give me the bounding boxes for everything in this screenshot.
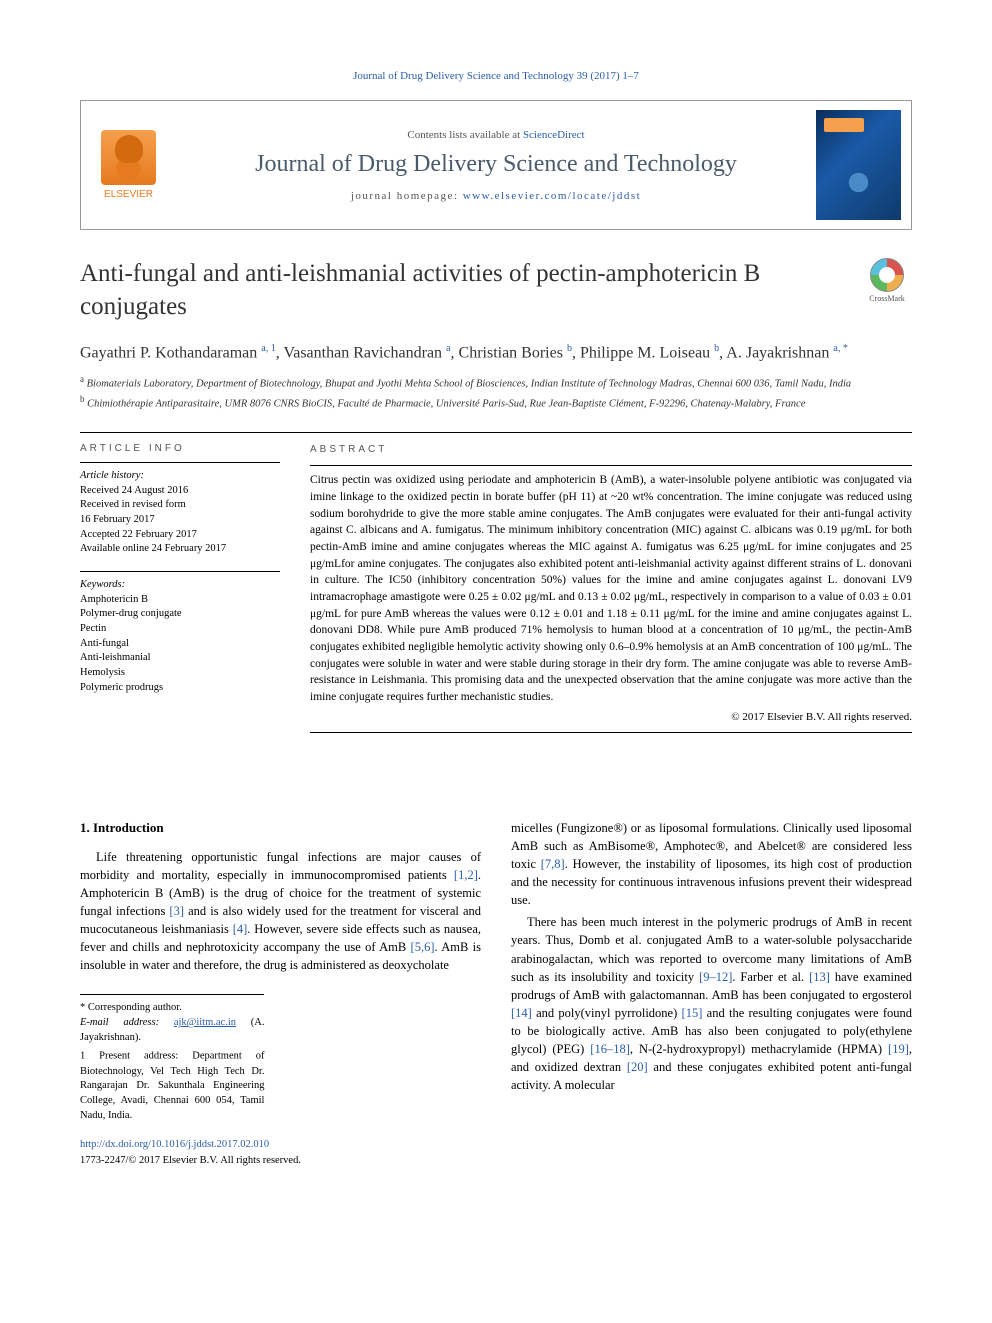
keyword: Anti-leishmanial [80,651,280,666]
page: Journal of Drug Delivery Science and Tec… [0,0,992,1208]
citation-link[interactable]: [19] [888,1042,909,1056]
email-link[interactable]: ajk@iitm.ac.in [174,1017,236,1028]
corresponding-author: * Corresponding author. [80,1001,264,1016]
email-line: E-mail address: ajk@iitm.ac.in (A. Jayak… [80,1016,264,1045]
email-label: E-mail address: [80,1017,174,1028]
history-heading: Article history: [80,469,280,484]
body-paragraph: micelles (Fungizone®) or as liposomal fo… [511,819,912,910]
citation-link[interactable]: [20] [627,1060,648,1074]
body-column-right: micelles (Fungizone®) or as liposomal fo… [511,819,912,1168]
journal-reference: Journal of Drug Delivery Science and Tec… [80,70,912,82]
publisher-name: ELSEVIER [104,189,153,200]
title-row: Anti-fungal and anti-leishmanial activit… [80,258,912,323]
affiliations: a Biomaterials Laboratory, Department of… [80,373,912,412]
body-column-left: 1. Introduction Life threatening opportu… [80,819,481,1168]
divider [80,462,280,463]
keyword: Anti-fungal [80,637,280,652]
citation-link[interactable]: [15] [682,1006,703,1020]
citation-link[interactable]: [13] [809,970,830,984]
citation-link[interactable]: [1,2] [454,868,478,882]
article-history: Article history: Received 24 August 2016… [80,469,280,557]
citation-link[interactable]: [3] [169,904,184,918]
journal-name: Journal of Drug Delivery Science and Tec… [196,151,796,178]
section-heading: 1. Introduction [80,819,481,838]
body-paragraph: There has been much interest in the poly… [511,913,912,1094]
authors: Gayathri P. Kothandaraman a, 1, Vasantha… [80,341,912,365]
history-line: Received 24 August 2016 [80,484,280,499]
affiliation-a: a Biomaterials Laboratory, Department of… [80,373,912,392]
body-columns: 1. Introduction Life threatening opportu… [80,819,912,1168]
journal-cover-thumbnail [816,110,901,220]
abstract-copyright: © 2017 Elsevier B.V. All rights reserved… [310,710,912,726]
divider [80,432,912,433]
homepage-line: journal homepage: www.elsevier.com/locat… [196,190,796,202]
divider [310,732,912,733]
history-line: Available online 24 February 2017 [80,542,280,557]
history-line: Received in revised form [80,498,280,513]
present-address-text: 1 Present address: Department of Biotech… [80,1051,264,1121]
doi-block: http://dx.doi.org/10.1016/j.jddst.2017.0… [80,1137,481,1167]
article-title: Anti-fungal and anti-leishmanial activit… [80,258,842,323]
citation-link[interactable]: [5,6] [411,940,435,954]
divider [80,571,280,572]
citation-link[interactable]: [4] [233,922,248,936]
citation-link[interactable]: [14] [511,1006,532,1020]
history-line: Accepted 22 February 2017 [80,528,280,543]
contents-prefix: Contents lists available at [407,129,522,141]
elsevier-tree-icon [101,130,156,185]
info-abstract-row: ARTICLE INFO Article history: Received 2… [80,443,912,739]
keywords-block: Keywords: Amphotericin BPolymer-drug con… [80,578,280,696]
divider [310,465,912,466]
crossmark-badge[interactable]: CrossMark [862,258,912,303]
footnotes: * Corresponding author. E-mail address: … [80,994,264,1123]
affiliation-b: b Chimiothérapie Antiparasitaire, UMR 80… [80,393,912,412]
keyword: Polymeric prodrugs [80,681,280,696]
history-line: 16 February 2017 [80,513,280,528]
abstract-label: ABSTRACT [310,443,912,458]
affiliation-b-text: Chimiothérapie Antiparasitaire, UMR 8076… [87,398,805,409]
sciencedirect-link[interactable]: ScienceDirect [523,129,585,141]
citation-link[interactable]: [16–18] [590,1042,630,1056]
journal-header: ELSEVIER Contents lists available at Sci… [80,100,912,230]
body-paragraph: Life threatening opportunistic fungal in… [80,848,481,975]
crossmark-icon [870,258,904,292]
citation-link[interactable]: [7,8] [541,857,565,871]
keyword: Amphotericin B [80,593,280,608]
issn-copyright: 1773-2247/© 2017 Elsevier B.V. All right… [80,1153,481,1168]
header-center: Contents lists available at ScienceDirec… [176,119,816,212]
keyword: Polymer-drug conjugate [80,607,280,622]
keyword: Pectin [80,622,280,637]
keywords-heading: Keywords: [80,578,280,593]
abstract-text: Citrus pectin was oxidized using perioda… [310,472,912,705]
citation-link[interactable]: [9–12] [699,970,732,984]
article-info-column: ARTICLE INFO Article history: Received 2… [80,443,280,739]
homepage-link[interactable]: www.elsevier.com/locate/jddst [463,190,641,202]
present-address: 1 Present address: Department of Biotech… [80,1045,264,1123]
keyword: Hemolysis [80,666,280,681]
homepage-prefix: journal homepage: [351,190,463,202]
contents-line: Contents lists available at ScienceDirec… [196,129,796,141]
crossmark-label: CrossMark [869,294,905,303]
doi-link[interactable]: http://dx.doi.org/10.1016/j.jddst.2017.0… [80,1139,269,1150]
article-info-label: ARTICLE INFO [80,443,280,454]
abstract-column: ABSTRACT Citrus pectin was oxidized usin… [310,443,912,739]
affiliation-a-text: Biomaterials Laboratory, Department of B… [87,379,852,390]
publisher-logo: ELSEVIER [81,101,176,229]
